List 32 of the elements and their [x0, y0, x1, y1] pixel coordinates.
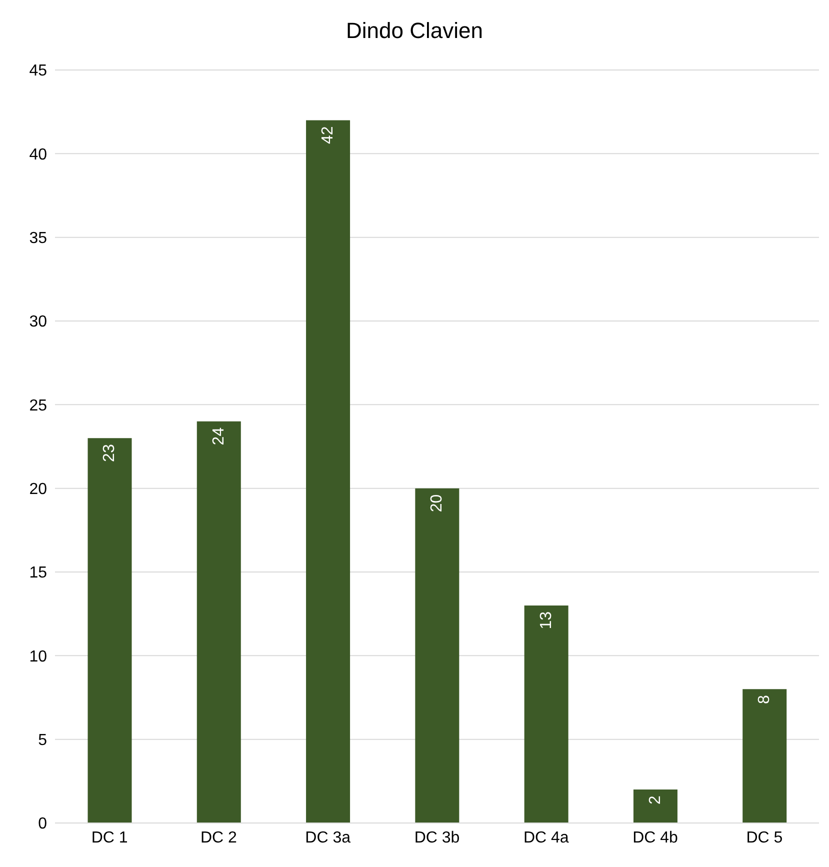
y-tick-label: 20 — [29, 481, 48, 498]
bar — [306, 120, 350, 823]
y-tick-label: 45 — [29, 62, 48, 80]
x-tick-label: DC 4b — [632, 829, 678, 846]
y-tick-label: 15 — [29, 564, 48, 582]
bar — [88, 438, 132, 823]
y-tick-label: 0 — [38, 816, 48, 833]
data-label: 8 — [756, 695, 774, 704]
data-label: 23 — [101, 444, 118, 462]
bar — [524, 605, 568, 823]
data-label: 24 — [210, 427, 228, 446]
x-tick-label: DC 2 — [200, 829, 238, 846]
bar — [633, 790, 678, 823]
chart-title: Dindo Clavien — [345, 18, 484, 44]
data-label: 42 — [320, 126, 337, 144]
x-tick-label: DC 5 — [746, 829, 783, 846]
x-tick-label: DC 3b — [414, 829, 460, 846]
data-label: 20 — [428, 494, 446, 512]
y-tick-label: 10 — [29, 648, 48, 666]
x-tick-label: DC 4a — [523, 829, 569, 846]
bar — [196, 421, 241, 823]
data-label: 13 — [538, 611, 555, 630]
x-tick-label: DC 1 — [91, 829, 128, 846]
data-label: 2 — [646, 795, 664, 804]
y-tick-label: 35 — [29, 230, 48, 248]
y-tick-label: 30 — [29, 314, 48, 331]
bar — [742, 689, 787, 823]
y-tick-label: 40 — [29, 146, 48, 164]
y-tick-label: 25 — [29, 397, 48, 414]
y-tick-label: 5 — [38, 732, 48, 750]
bar — [415, 488, 460, 823]
x-tick-label: DC 3a — [305, 829, 351, 846]
